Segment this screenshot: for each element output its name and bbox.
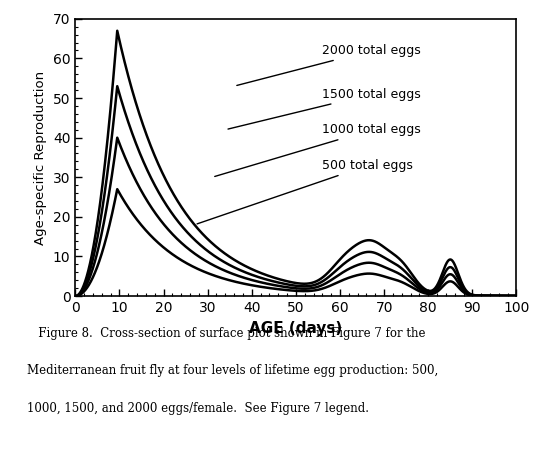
X-axis label: AGE (days): AGE (days) [249, 321, 343, 336]
Text: 500 total eggs: 500 total eggs [197, 159, 413, 224]
Text: 2000 total eggs: 2000 total eggs [237, 44, 421, 86]
Y-axis label: Age-specific Reproduction: Age-specific Reproduction [34, 70, 47, 244]
Text: 1500 total eggs: 1500 total eggs [228, 87, 421, 129]
Text: 1000, 1500, and 2000 eggs/female.  See Figure 7 legend.: 1000, 1500, and 2000 eggs/female. See Fi… [27, 402, 369, 415]
Text: Mediterranean fruit fly at four levels of lifetime egg production: 500,: Mediterranean fruit fly at four levels o… [27, 364, 438, 377]
Text: 1000 total eggs: 1000 total eggs [215, 123, 421, 176]
Text: Figure 8.  Cross-section of surface plot shown in Figure 7 for the: Figure 8. Cross-section of surface plot … [27, 327, 426, 340]
